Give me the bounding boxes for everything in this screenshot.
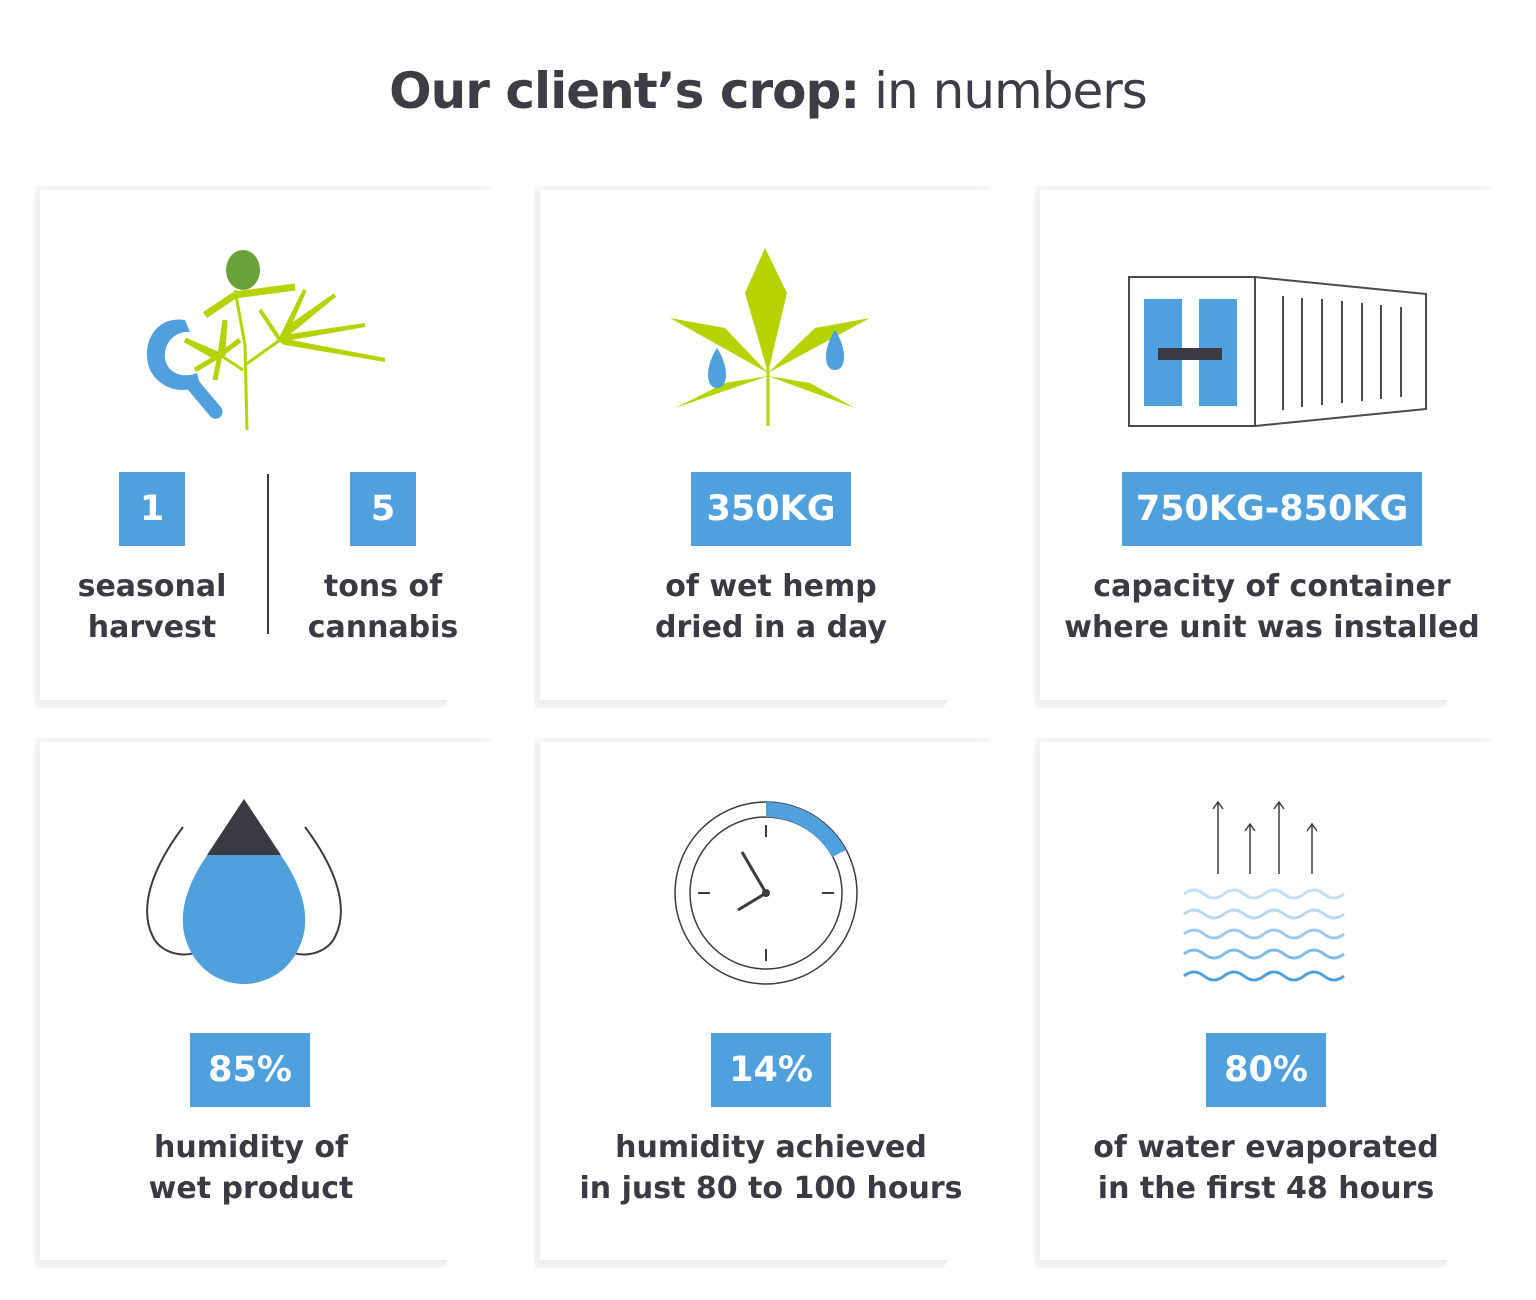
stat-badge: 750KG-850KG [1122, 472, 1422, 546]
wet-cannabis-leaf-icon [665, 248, 875, 428]
sickle-cannabis-plant-icon [135, 245, 395, 435]
stat-description: of wet hemp dried in a day [540, 566, 1002, 648]
desc-line: harvest [87, 610, 217, 645]
desc-line: cannabis [307, 610, 459, 645]
stat-description: tons of cannabis [272, 566, 494, 648]
desc-line: seasonal [77, 569, 227, 604]
desc-line: humidity achieved [615, 1130, 927, 1165]
desc-line: capacity of container [1093, 569, 1451, 604]
desc-line: of wet hemp [665, 569, 877, 604]
title-light: in numbers [859, 62, 1148, 120]
title-bold: Our client’s crop: [389, 62, 860, 120]
stat-description: capacity of container where unit was inst… [1040, 566, 1504, 648]
clock-icon [673, 800, 859, 986]
stat-badge: 350KG [691, 472, 851, 546]
desc-line: humidity of [153, 1130, 349, 1165]
stat-badge: 80% [1206, 1033, 1326, 1107]
desc-line: dried in a day [655, 610, 887, 645]
desc-line: in just 80 to 100 hours [579, 1171, 963, 1206]
card-evaporated: 80% of water evaporated in the first 48 h… [1040, 742, 1497, 1260]
card-harvest: 1 seasonal harvest 5 tons of cannabis [40, 190, 497, 700]
shipping-container-icon [1128, 276, 1428, 428]
page-title: Our client’s crop: in numbers [0, 62, 1536, 120]
card-container: 750KG-850KG capacity of container where u… [1040, 190, 1497, 700]
evaporation-waves-icon [1182, 798, 1350, 988]
stat-badge: 5 [350, 472, 416, 546]
desc-line: of water evaporated [1093, 1130, 1439, 1165]
card-wet-hemp: 350KG of wet hemp dried in a day [540, 190, 997, 700]
stat-description: humidity of wet product [40, 1127, 462, 1209]
stat-description: seasonal harvest [40, 566, 264, 648]
card-humidity-wet: 85% humidity of wet product [40, 742, 497, 1260]
desc-line: tons of [323, 569, 443, 604]
desc-line: wet product [148, 1171, 354, 1206]
stat-badge: 1 [119, 472, 185, 546]
desc-line: in the first 48 hours [1097, 1171, 1435, 1206]
desc-line: where unit was installed [1064, 610, 1480, 645]
divider [267, 474, 269, 634]
stat-badge: 14% [711, 1033, 831, 1107]
stat-badge: 85% [190, 1033, 310, 1107]
water-drops-icon [143, 797, 345, 987]
stat-description: humidity achieved in just 80 to 100 hours [540, 1127, 1002, 1209]
card-humidity-achieved: 14% humidity achieved in just 80 to 100 h… [540, 742, 997, 1260]
stat-description: of water evaporated in the first 48 hours [1040, 1127, 1492, 1209]
